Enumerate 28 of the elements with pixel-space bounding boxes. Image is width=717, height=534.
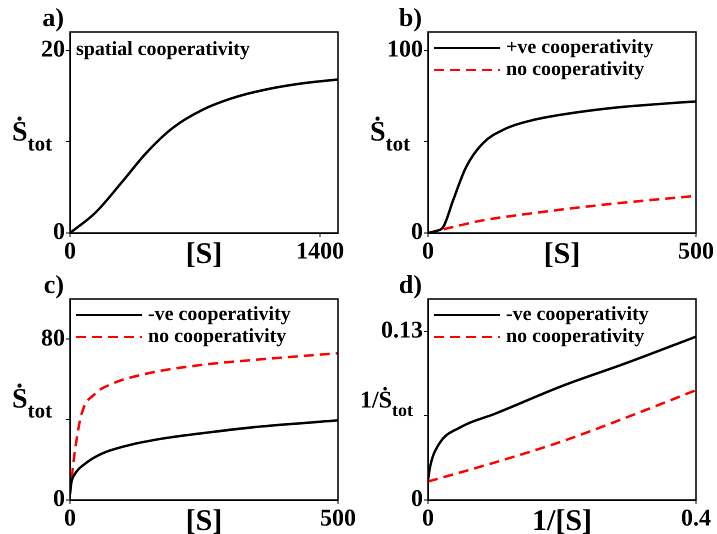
y-tick-label: 0 — [53, 219, 65, 246]
legend-label: no cooperativity — [148, 325, 286, 348]
chart-title: c) — [44, 270, 64, 299]
y-tick-label: 100 — [387, 36, 423, 62]
x-axis-title: 1/[S] — [532, 504, 592, 534]
y-tick-label: 20 — [41, 36, 65, 62]
x-axis-title: [S] — [544, 237, 580, 270]
annotation: spatial cooperativity — [76, 38, 250, 60]
y-tick-label: 0 — [53, 486, 65, 512]
x-axis-title: [S] — [186, 237, 222, 270]
y-tick-label: 0 — [411, 219, 423, 246]
x-tick-label: 1400 — [296, 238, 344, 265]
x-axis-title: [S] — [186, 504, 222, 534]
line-series — [428, 388, 696, 483]
y-tick-label: 0 — [411, 486, 423, 512]
x-tick-label: 500 — [320, 506, 356, 532]
chart-title: a) — [42, 3, 64, 32]
legend-label: no cooperativity — [506, 325, 644, 348]
legend-label: +ve cooperativity — [506, 36, 654, 58]
chart-title: b) — [398, 3, 422, 32]
legend-label: no cooperativity — [506, 58, 644, 80]
chart-title: d) — [398, 270, 422, 299]
legend-label: -ve cooperativity — [148, 303, 291, 326]
y-tick-label: 80 — [41, 325, 65, 352]
x-tick-label: 0.4 — [681, 506, 711, 532]
legend-label: -ve cooperativity — [506, 303, 649, 326]
y-tick-label: 0.13 — [381, 318, 423, 344]
x-tick-label: 500 — [678, 238, 714, 265]
